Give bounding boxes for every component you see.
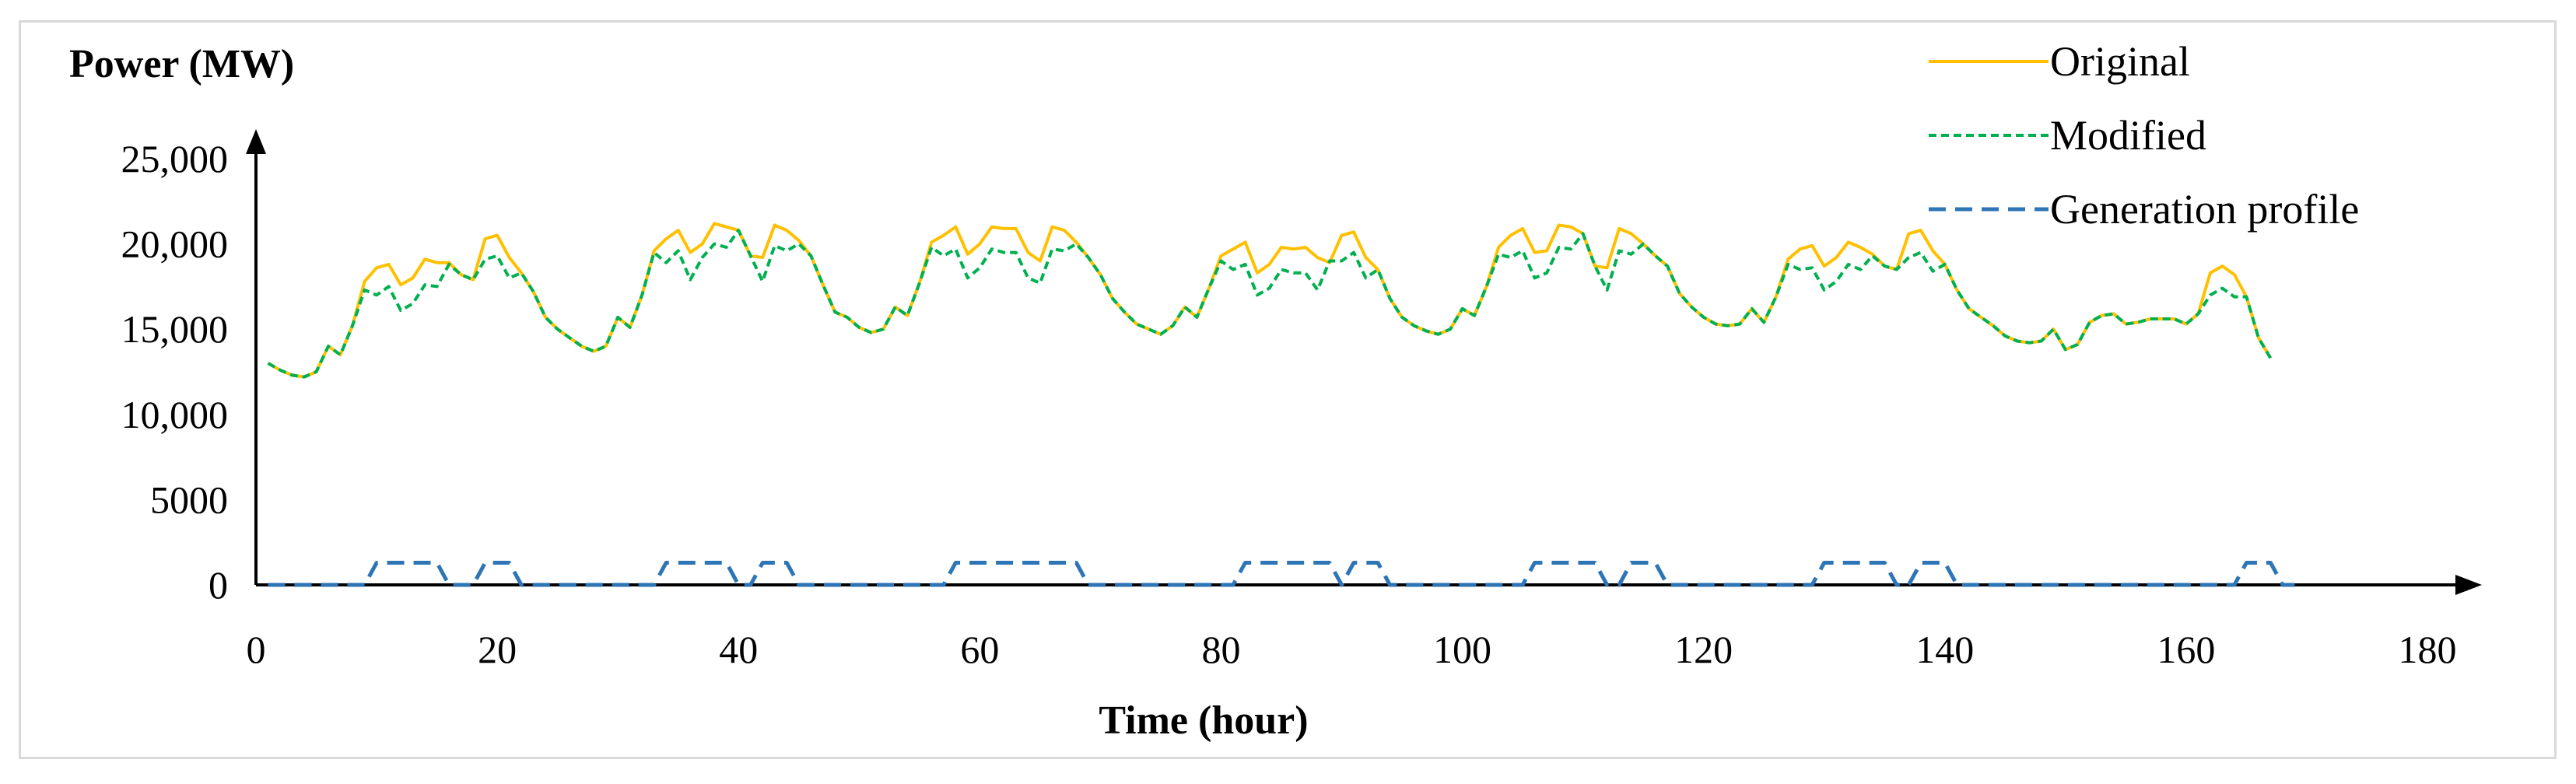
y-tick-label: 5000 <box>150 478 228 521</box>
legend-item: Modified <box>1929 112 2206 159</box>
y-tick-label: 10,000 <box>121 393 229 436</box>
x-tick-label: 20 <box>478 628 517 671</box>
x-tick-label: 180 <box>2399 628 2457 671</box>
series-line-modified <box>267 229 2273 379</box>
series-line-original <box>267 222 2273 379</box>
series-lines <box>267 222 2295 587</box>
legend: Original Modified Generation profile <box>1929 38 2359 233</box>
legend-item: Generation profile <box>1929 186 2359 233</box>
x-tick-label: 100 <box>1433 628 1491 671</box>
x-tick-label: 140 <box>1915 628 1974 671</box>
y-axis-title: Power (MW) <box>69 42 294 86</box>
y-tick-labels: 0 5000 10,000 15,000 20,000 25,000 <box>121 137 229 607</box>
y-tick-label: 20,000 <box>121 222 229 266</box>
line-chart: 0 20 40 60 80 100 120 140 160 180 0 5000 10,000 15,0… <box>69 38 2482 743</box>
legend-label: Original <box>2050 38 2190 85</box>
y-tick-label: 0 <box>209 563 228 607</box>
x-tick-labels: 0 20 40 60 80 100 120 140 160 180 <box>247 628 2457 671</box>
legend-label: Generation profile <box>2050 186 2359 233</box>
x-tick-label: 120 <box>1674 628 1733 671</box>
y-tick-label: 15,000 <box>121 307 229 351</box>
x-axis-title: Time (hour) <box>1099 698 1308 743</box>
x-axis-arrowhead <box>2455 575 2482 595</box>
x-tick-label: 60 <box>960 628 999 671</box>
x-tick-label: 40 <box>719 628 758 671</box>
x-tick-label: 0 <box>247 628 266 671</box>
y-tick-label: 25,000 <box>121 137 229 180</box>
y-axis-arrowhead <box>246 129 266 154</box>
chart-frame: 0 20 40 60 80 100 120 140 160 180 0 5000 10,000 15,0… <box>19 20 2557 759</box>
x-tick-label: 80 <box>1201 628 1240 671</box>
x-tick-label: 160 <box>2157 628 2215 671</box>
legend-item: Original <box>1929 38 2190 85</box>
series-line-generation-profile <box>268 561 2295 587</box>
legend-label: Modified <box>2050 112 2206 159</box>
